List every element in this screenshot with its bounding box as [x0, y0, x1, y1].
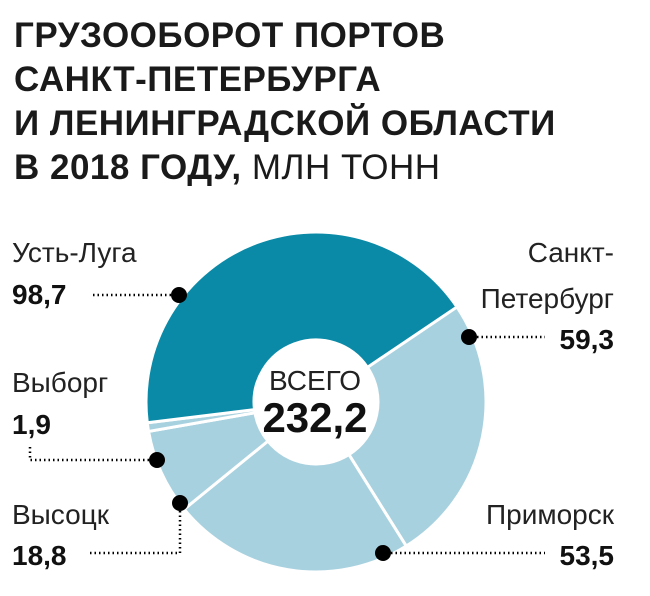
label-name-санкт-петербург-1: Санкт- [528, 237, 614, 268]
leader-line-выборг [28, 445, 149, 462]
title-line-2: Санкт-Петербурга [14, 60, 382, 99]
leader-dot-выборг [149, 452, 165, 468]
label-name-высоцк: Высоцк [12, 499, 110, 530]
label-value-выборг: 1,9 [12, 409, 51, 440]
label-value-усть-луга: 98,7 [12, 279, 67, 310]
total-caption: ВСЕГО [269, 365, 361, 396]
leader-dot-высоцк [172, 495, 188, 511]
slice-санкт-петербург [346, 304, 488, 549]
label-value-высоцк: 18,8 [12, 540, 67, 571]
label-value-приморск: 53,5 [560, 540, 615, 571]
title-line-4: в 2018 году, млн тонн [14, 146, 634, 190]
leader-dot-приморск [375, 545, 391, 561]
title-year: в 2018 году, [14, 148, 242, 187]
label-name-санкт-петербург-2: Петербург [481, 283, 614, 314]
leader-dot-усть-луга [171, 287, 187, 303]
leader-line-высоцк [90, 511, 182, 555]
title-line-1: Грузооборот портов [14, 16, 446, 55]
slice-приморск [181, 439, 409, 574]
label-name-выборг: Выборг [12, 367, 108, 398]
leader-dot-санкт-петербург [461, 329, 477, 345]
total-value: 232,2 [262, 394, 367, 441]
label-name-усть-луга: Усть-Луга [12, 237, 137, 268]
label-name-приморск: Приморск [486, 499, 615, 530]
label-value-санкт-петербург: 59,3 [560, 324, 615, 355]
slice-усть-луга [144, 230, 460, 425]
title-line-3: и Ленинградской области [14, 104, 556, 143]
chart-title: Грузооборот портов Санкт-Петербурга и Ле… [14, 14, 634, 190]
title-unit: млн тонн [251, 148, 441, 187]
